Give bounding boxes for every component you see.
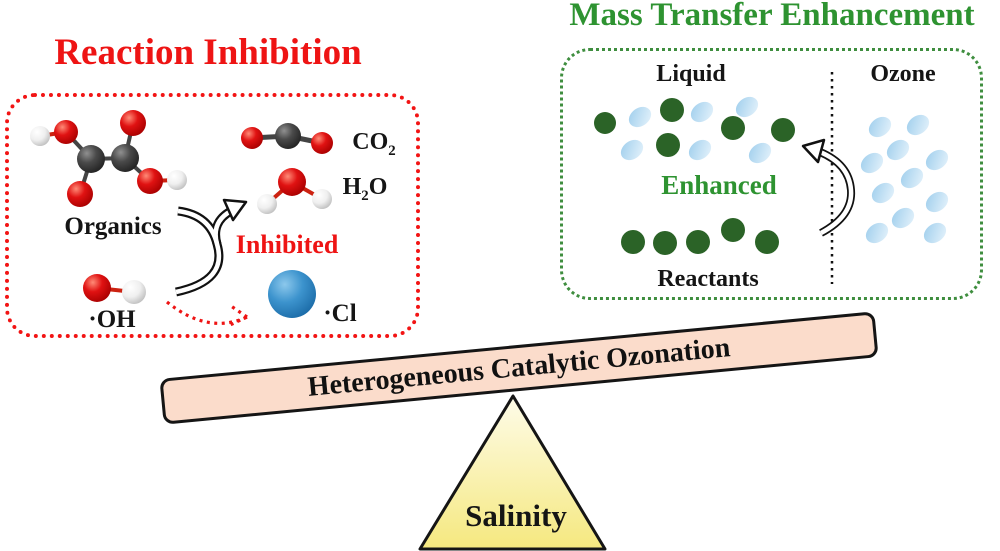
reactant-dots — [594, 98, 795, 255]
reaction-inhibition-title: Reaction Inhibition — [54, 32, 362, 73]
enhanced-label: Enhanced — [661, 170, 777, 200]
reactants-label: Reactants — [657, 266, 759, 292]
inhibited-label: Inhibited — [235, 230, 339, 259]
mass-transfer-box — [560, 48, 983, 300]
chlorine-radical-sphere — [268, 270, 316, 318]
mass-transfer-title: Mass Transfer Enhancement — [569, 0, 975, 33]
h2o-label: H2O — [342, 174, 388, 204]
inhibition-dotted-arrow — [165, 300, 248, 327]
ozone-label: Ozone — [870, 61, 936, 87]
cl-label: ·Cl — [323, 300, 357, 327]
co2-label: CO2 — [352, 129, 396, 159]
co2-molecule — [241, 123, 333, 154]
ozone-phase-bubbles — [860, 114, 949, 244]
hydroxyl-radical-molecule — [83, 274, 146, 304]
h2o-molecule — [257, 168, 332, 214]
organics-label: Organics — [64, 213, 162, 240]
liquid-label: Liquid — [656, 61, 726, 87]
liquid-ozone-bubbles — [620, 96, 772, 164]
fulcrum-triangle — [418, 394, 607, 551]
reaction-merge-arrow — [175, 198, 248, 297]
mass-transfer-arrow — [801, 138, 856, 237]
oxalic-acid-molecule — [30, 110, 187, 207]
oh-label: ·OH — [88, 306, 136, 333]
reaction-inhibition-box — [5, 93, 420, 338]
salinity-label: Salinity — [465, 498, 567, 533]
